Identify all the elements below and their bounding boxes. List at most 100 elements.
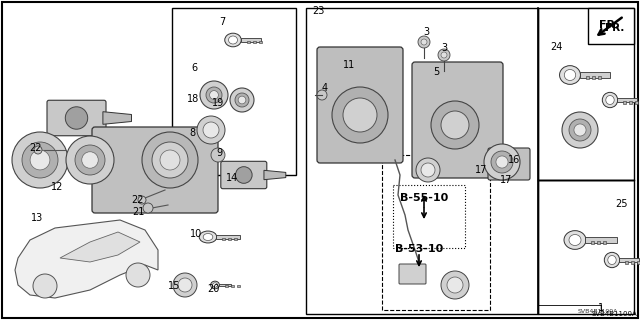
Text: 20: 20 [207, 284, 219, 294]
Text: 10: 10 [190, 229, 202, 239]
Circle shape [34, 146, 42, 154]
Circle shape [138, 196, 146, 204]
Circle shape [447, 277, 463, 293]
Text: 4: 4 [322, 83, 328, 93]
Circle shape [211, 148, 225, 162]
Ellipse shape [569, 235, 581, 245]
Text: 3: 3 [441, 43, 447, 53]
Circle shape [22, 142, 58, 178]
Text: 3: 3 [423, 27, 429, 37]
Text: 24: 24 [550, 42, 562, 52]
Text: 17: 17 [475, 165, 487, 175]
Circle shape [203, 122, 219, 138]
Circle shape [142, 132, 198, 188]
Bar [228, 238, 231, 240]
Circle shape [441, 271, 469, 299]
Text: 21: 21 [132, 207, 144, 217]
Circle shape [210, 91, 218, 100]
Text: B-53-10: B-53-10 [395, 244, 443, 254]
Text: 13: 13 [31, 213, 43, 223]
Circle shape [200, 81, 228, 109]
Ellipse shape [225, 33, 241, 47]
Circle shape [173, 273, 197, 297]
Text: 9: 9 [216, 148, 222, 158]
Circle shape [496, 156, 508, 168]
Ellipse shape [602, 92, 618, 108]
Ellipse shape [564, 231, 586, 249]
Text: 11: 11 [343, 60, 355, 70]
FancyBboxPatch shape [92, 127, 218, 213]
Circle shape [160, 150, 180, 170]
Text: 14: 14 [226, 173, 238, 183]
Text: 6: 6 [191, 63, 197, 73]
Text: 23: 23 [312, 6, 324, 16]
Text: 18: 18 [187, 94, 199, 104]
Bar [222, 238, 225, 240]
Circle shape [82, 152, 99, 168]
Circle shape [438, 49, 450, 61]
Circle shape [30, 150, 50, 170]
FancyBboxPatch shape [399, 264, 426, 284]
Bar [246, 41, 250, 43]
Text: 19: 19 [212, 98, 224, 108]
Bar [598, 76, 600, 79]
Bar [216, 235, 240, 239]
Text: SVB4B1100A: SVB4B1100A [591, 311, 637, 317]
Polygon shape [103, 112, 131, 124]
Ellipse shape [606, 95, 614, 105]
Bar [306, 8, 538, 314]
Bar [231, 285, 234, 287]
Circle shape [197, 116, 225, 144]
Circle shape [236, 167, 252, 183]
Polygon shape [60, 232, 140, 262]
FancyBboxPatch shape [47, 100, 106, 136]
Text: B-55-10: B-55-10 [400, 193, 448, 203]
Bar [635, 101, 638, 104]
Bar [617, 98, 637, 102]
Circle shape [206, 87, 222, 103]
Ellipse shape [564, 69, 576, 81]
Circle shape [75, 145, 105, 175]
Text: 8: 8 [189, 128, 195, 138]
Bar [219, 284, 231, 286]
Bar [631, 261, 634, 264]
Text: 22: 22 [29, 143, 42, 153]
Polygon shape [15, 220, 158, 298]
Bar [241, 38, 260, 42]
Circle shape [317, 90, 327, 100]
FancyBboxPatch shape [317, 47, 403, 163]
FancyBboxPatch shape [221, 161, 267, 189]
Bar [588, 8, 634, 44]
Text: 16: 16 [508, 155, 520, 165]
Bar [591, 76, 595, 79]
Bar [382, 155, 490, 310]
Circle shape [562, 112, 598, 148]
Bar [172, 8, 296, 175]
Text: 7: 7 [219, 17, 225, 27]
Text: 1: 1 [598, 303, 604, 313]
Bar [629, 101, 632, 104]
Circle shape [441, 111, 469, 139]
Circle shape [332, 87, 388, 143]
FancyBboxPatch shape [488, 148, 530, 180]
Bar [623, 101, 626, 104]
Ellipse shape [212, 283, 218, 287]
Circle shape [574, 124, 586, 136]
Text: 5: 5 [433, 67, 439, 77]
Text: SVB4B1100A: SVB4B1100A [578, 309, 618, 314]
Circle shape [126, 263, 150, 287]
Circle shape [238, 96, 246, 104]
Text: 22: 22 [132, 195, 144, 205]
Ellipse shape [604, 252, 620, 268]
Circle shape [235, 93, 249, 107]
Circle shape [65, 107, 88, 129]
Bar [538, 180, 634, 314]
Bar [253, 41, 255, 43]
Bar [637, 261, 640, 264]
Bar [259, 41, 262, 43]
Ellipse shape [204, 234, 212, 241]
Bar [591, 241, 594, 244]
Text: 17: 17 [500, 175, 512, 185]
Text: 15: 15 [168, 281, 180, 291]
Circle shape [484, 144, 520, 180]
